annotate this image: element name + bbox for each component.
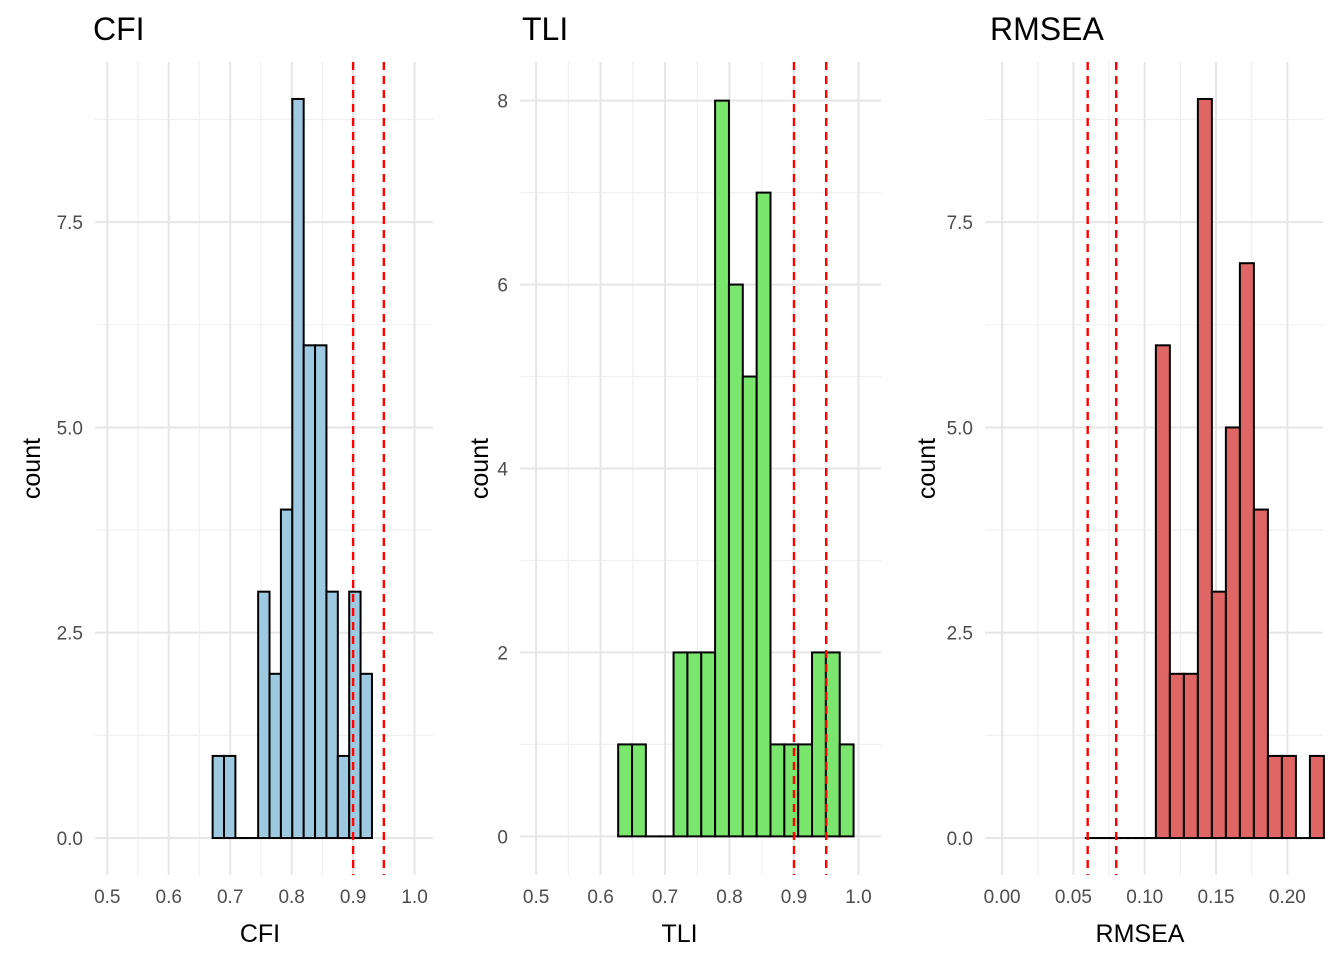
y-tick-label: 0.0: [57, 829, 83, 850]
y-tick-label: 7.5: [57, 213, 83, 234]
x-axis-label: RMSEA: [1096, 920, 1185, 948]
panel-title: TLI: [522, 11, 568, 47]
histogram-bar: [211, 754, 226, 840]
x-tick-label: 0.6: [156, 887, 182, 908]
y-axis-label: count: [913, 438, 941, 499]
histogram-bar: [769, 743, 786, 838]
x-tick-label: 0.5: [94, 887, 120, 908]
histogram-bar: [291, 97, 305, 840]
histogram-bar: [686, 651, 703, 838]
histogram-bar: [797, 743, 814, 838]
x-tick-label: 0.9: [781, 887, 807, 908]
x-tick-label: 1.0: [401, 887, 427, 908]
x-tick-label: 0.05: [1055, 887, 1092, 908]
x-axis-label: CFI: [240, 920, 280, 948]
x-tick-label: 1.0: [845, 887, 871, 908]
histogram-bar: [811, 651, 827, 838]
x-tick-label: 0.9: [340, 887, 366, 908]
y-tick-label: 8: [497, 92, 508, 113]
y-tick-label: 5.0: [57, 418, 83, 439]
y-tick-label: 7.5: [947, 213, 973, 234]
x-tick-label: 0.15: [1198, 887, 1235, 908]
y-tick-label: 0: [497, 827, 508, 848]
histogram-bar: [223, 754, 237, 840]
panel-cfi: 0.5 0.6 0.7 0.8 0.9 1.0 0.0 2.5 5.0 7.5 CFI CFI coun…: [18, 11, 433, 948]
x-tick-label: 0.6: [587, 887, 613, 908]
y-tick-label: 5.0: [947, 418, 973, 439]
histogram-bar: [824, 651, 841, 838]
histogram-bar: [1168, 672, 1185, 840]
histogram-bar: [314, 344, 328, 840]
y-axis-label: count: [466, 438, 494, 499]
y-tick-label: 2.5: [947, 624, 973, 645]
histogram-bar: [714, 99, 730, 838]
histogram-bar: [1196, 97, 1213, 840]
histogram-bar: [1224, 426, 1241, 840]
histogram-bar: [1252, 508, 1269, 840]
histogram-bar: [268, 672, 282, 840]
histogram-bar: [279, 508, 294, 840]
histogram-bar: [1308, 754, 1325, 840]
histogram-bar: [838, 743, 855, 838]
x-axis-label: TLI: [661, 920, 697, 948]
panel-title: CFI: [93, 11, 145, 47]
panel-title: RMSEA: [990, 11, 1104, 47]
histogram-bar: [257, 590, 271, 840]
histogram-bar: [1238, 262, 1255, 840]
x-tick-label: 0.00: [984, 887, 1021, 908]
histogram-bar: [1280, 754, 1297, 840]
histogram-bar: [617, 743, 634, 838]
histogram-bar: [1266, 754, 1283, 840]
x-tick-label: 0.20: [1269, 887, 1306, 908]
x-tick-label: 0.8: [716, 887, 742, 908]
histogram-bar: [348, 590, 362, 840]
x-tick-label: 0.5: [523, 887, 549, 908]
histogram-bar: [1182, 672, 1199, 840]
histogram-bar: [631, 743, 647, 838]
y-tick-label: 2.5: [57, 624, 83, 645]
y-tick-label: 2: [497, 643, 508, 664]
y-axis-label: count: [18, 438, 46, 499]
panel-rmsea: 0.00 0.05 0.10 0.15 0.20 0.0 2.5 5.0 7.5 RMSEA RMS…: [913, 11, 1325, 948]
panel-tli: 0.5 0.6 0.7 0.8 0.9 1.0 0 2 4 6 8 TLI TLI count: [466, 11, 881, 948]
histogram-bar: [302, 344, 317, 840]
y-tick-label: 6: [497, 276, 508, 297]
histogram-bar: [672, 651, 689, 838]
y-tick-label: 4: [497, 460, 508, 481]
histogram-bar: [359, 672, 373, 840]
histogram-bar: [741, 375, 758, 838]
histogram-bar: [1154, 344, 1171, 840]
x-tick-label: 0.8: [278, 887, 304, 908]
y-tick-label: 0.0: [947, 829, 973, 850]
histogram-bar: [755, 191, 772, 838]
x-tick-label: 0.10: [1126, 887, 1163, 908]
histogram-bar: [1210, 590, 1227, 840]
histogram-bar: [336, 754, 351, 840]
x-tick-label: 0.7: [217, 887, 243, 908]
histogram-bar: [700, 651, 717, 838]
histogram-bar: [727, 283, 744, 838]
histogram-bar: [325, 590, 339, 840]
x-tick-label: 0.7: [652, 887, 678, 908]
histogram-bar: [783, 743, 800, 838]
